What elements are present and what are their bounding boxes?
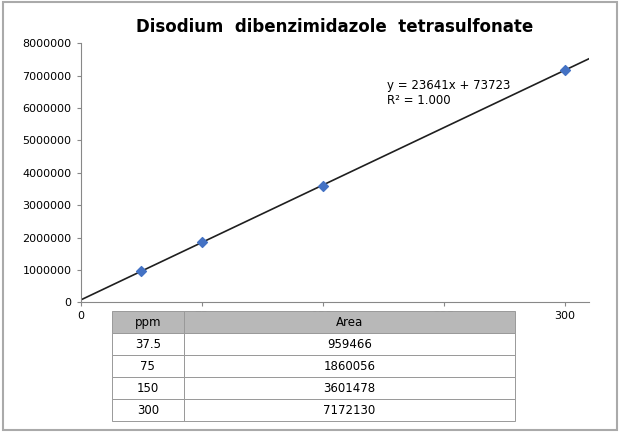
Text: 150: 150 xyxy=(137,381,159,395)
Text: y = 23641x + 73723
R² = 1.000: y = 23641x + 73723 R² = 1.000 xyxy=(388,79,511,107)
Point xyxy=(136,268,146,275)
Text: 7172130: 7172130 xyxy=(323,403,376,417)
Text: 75: 75 xyxy=(141,359,155,373)
Point xyxy=(560,67,570,73)
Point xyxy=(317,182,327,189)
Text: 1860056: 1860056 xyxy=(324,359,375,373)
Text: 959466: 959466 xyxy=(327,337,372,351)
Text: ppm: ppm xyxy=(135,315,161,329)
Text: Area: Area xyxy=(336,315,363,329)
Text: 300: 300 xyxy=(137,403,159,417)
Title: Disodium  dibenzimidazole  tetrasulfonate: Disodium dibenzimidazole tetrasulfonate xyxy=(136,18,533,36)
Point xyxy=(197,238,206,245)
Text: 37.5: 37.5 xyxy=(135,337,161,351)
Text: 3601478: 3601478 xyxy=(323,381,376,395)
